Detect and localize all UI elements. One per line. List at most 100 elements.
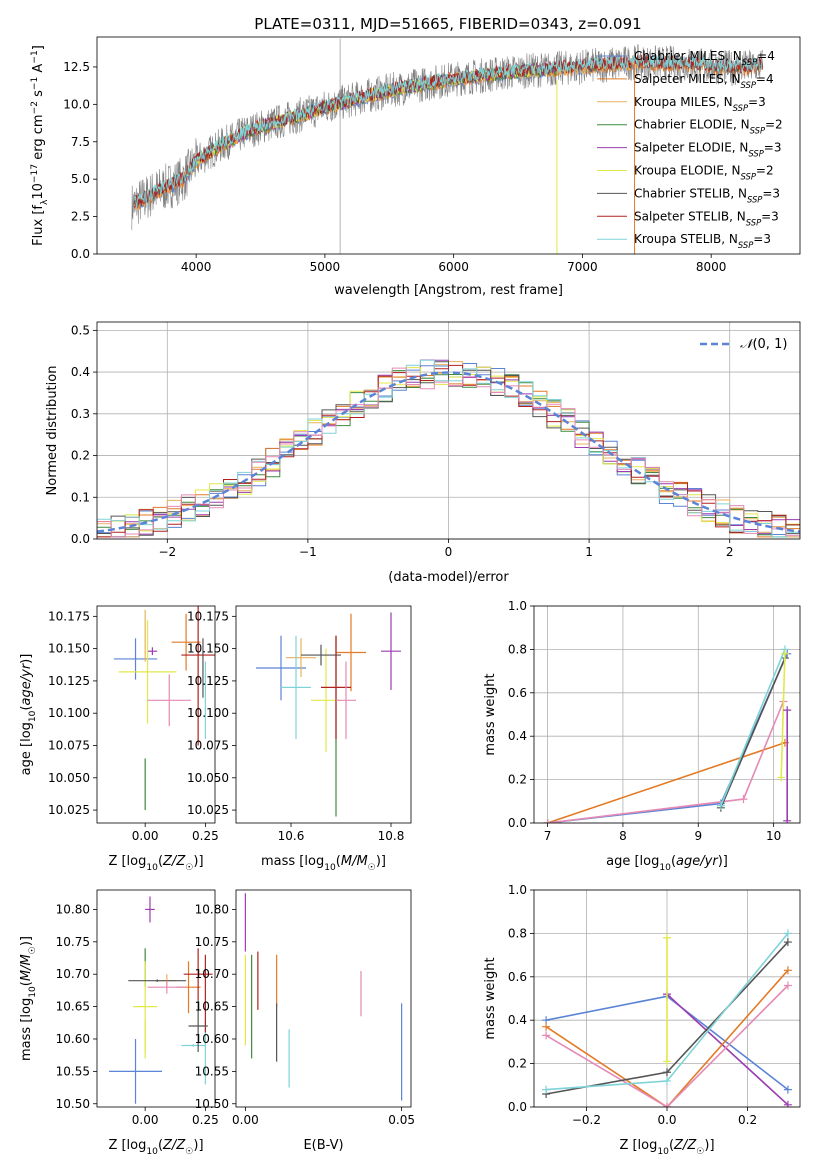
y-tick-label: 10.80 [56, 902, 90, 916]
y-tick-label: 10.75 [56, 935, 90, 949]
spectrum-panel: 4000 5000 6000 7000 8000 0.0 2.5 5.0 7.5 10.0 12.5… [30, 36, 801, 298]
errorbar-point [181, 606, 215, 746]
x-tick-label: 5000 [310, 260, 341, 274]
weight-marker [783, 938, 792, 947]
weight-marker [783, 966, 792, 975]
weight-marker [716, 801, 725, 810]
x-axis-label: (data-model)/error [388, 570, 509, 585]
y-axis-label: mass [log10(M/M☉)] [19, 936, 38, 1061]
y-tick-label: 10.50 [56, 1097, 90, 1111]
y-tick-label: 10.100 [187, 706, 229, 720]
mass-vs-metallicity-panel: 0.00 0.25 10.50 10.55 10.60 10.65 10.70 10.75 10… [19, 889, 219, 1157]
x-axis-label: age [log10(age/yr)] [606, 854, 728, 873]
axes-frame [96, 36, 801, 255]
x-axis-label: Z [log10(Z/Z☉)] [619, 1138, 714, 1157]
errorbar-point [381, 612, 401, 690]
axes-frame [235, 605, 412, 824]
legend-label: Kroupa MILES, NSSP=3 [634, 95, 766, 113]
errorbar-point [188, 1000, 208, 1052]
y-tick-label: 0.8 [508, 926, 527, 940]
weight-marker [663, 1057, 671, 1066]
y-tick-label: 1.0 [508, 883, 527, 897]
figure-title: PLATE=0311, MJD=51665, FIBERID=0343, z=0… [254, 15, 641, 33]
y-tick-label: 0.6 [508, 686, 527, 700]
x-tick-label: 10.8 [378, 829, 405, 843]
y-tick-label: 10.55 [195, 1064, 229, 1078]
legend-label: Chabrier STELIB, NSSP=3 [634, 186, 780, 204]
y-tick-label: 0.6 [508, 970, 527, 984]
y-tick-label: 0.8 [508, 642, 527, 656]
y-tick-label: 10.025 [48, 803, 90, 817]
residuals-panel: −2 −1 0 1 2 0.0 0.1 0.2 0.3 0.4 0.5 (data-model)/er… [45, 321, 801, 585]
model-spectrum-line [134, 54, 763, 208]
y-tick-label: 10.125 [187, 674, 229, 688]
errorbar-point [281, 635, 311, 740]
x-axis-label: wavelength [Angstrom, rest frame] [334, 283, 563, 298]
weight-plot-area [542, 929, 792, 1107]
weight-series-line [666, 993, 789, 1106]
y-axis-label: mass weight [483, 957, 498, 1039]
y-tick-label: 2.5 [71, 210, 90, 224]
x-tick-label: 1 [585, 545, 593, 559]
errorbar-plot-area [109, 896, 213, 1104]
legend-label: Chabrier ELODIE, NSSP=2 [634, 118, 783, 136]
errorbar-point [183, 948, 213, 1001]
errorbar-point [113, 638, 158, 680]
weight-marker [739, 795, 748, 804]
y-tick-label: 10.60 [56, 1032, 90, 1046]
weight-vs-metallicity-panel: −0.2 0.0 0.2 0.0 0.2 0.4 0.6 0.8 1.0 Z [log10(Z/Z… [483, 883, 801, 1157]
x-tick-label: −0.2 [572, 1113, 601, 1127]
errorbar-point [128, 979, 187, 982]
x-tick-label: 10.6 [278, 829, 305, 843]
y-tick-label: 0.2 [508, 1057, 527, 1071]
y-tick-label: 0.3 [71, 407, 90, 421]
weight-marker [542, 1031, 551, 1040]
axes-frame [533, 605, 801, 824]
weight-series-line [780, 653, 786, 778]
y-tick-label: 10.150 [48, 642, 90, 656]
age-vs-mass-panel: 10.6 10.8 10.025 10.050 10.075 10.100 10.125 10… [187, 605, 412, 873]
x-tick-label: 0.0 [657, 1113, 676, 1127]
legend-label: Salpeter ELODIE, NSSP=3 [634, 141, 782, 159]
y-tick-label: 0.4 [508, 1013, 527, 1027]
x-tick-label: 0.05 [388, 1113, 415, 1127]
x-axis-label: Z [log10(Z/Z☉)] [108, 854, 203, 873]
weight-series-line [720, 649, 786, 806]
gaussian-reference-line [97, 371, 800, 533]
weight-marker [542, 1085, 551, 1094]
y-tick-label: 10.150 [187, 642, 229, 656]
mass-vs-ebv-panel: 0.00 0.05 10.50 10.55 10.60 10.65 10.70 10.75 10… [195, 889, 415, 1153]
weight-marker [663, 1103, 671, 1107]
y-tick-label: 10.70 [195, 967, 229, 981]
axes-frame [96, 605, 216, 824]
axes-frame [533, 889, 801, 1108]
x-tick-label: 9 [694, 829, 702, 843]
y-tick-label: 10.075 [187, 739, 229, 753]
y-tick-label: 0.0 [71, 532, 90, 546]
x-tick-label: 7 [544, 829, 552, 843]
errorbar-plot-area [244, 893, 403, 1101]
errorbar-point [336, 613, 366, 692]
y-tick-label: 0.4 [71, 365, 90, 379]
errorbar-point [118, 620, 177, 724]
errorbar-point [301, 644, 341, 666]
y-axis-label: mass weight [483, 673, 498, 755]
y-tick-label: 10.80 [195, 902, 229, 916]
x-tick-label: −2 [158, 545, 176, 559]
errorbar-point [109, 1038, 163, 1104]
errorbar-point [145, 896, 155, 923]
weight-marker [780, 649, 789, 658]
y-tick-label: 10.050 [48, 771, 90, 785]
x-tick-label: −1 [299, 545, 317, 559]
x-tick-label: 0.2 [738, 1113, 757, 1127]
x-tick-label: 0 [445, 545, 453, 559]
y-tick-label: 10.0 [63, 97, 90, 111]
y-tick-label: 12.5 [63, 60, 90, 74]
spectrum-plot-area [131, 38, 764, 254]
y-tick-label: 10.55 [56, 1064, 90, 1078]
y-tick-label: 10.65 [56, 1000, 90, 1014]
errorbar-plot-area [113, 606, 215, 811]
weight-marker [783, 1100, 792, 1107]
weight-series-line [547, 701, 785, 823]
